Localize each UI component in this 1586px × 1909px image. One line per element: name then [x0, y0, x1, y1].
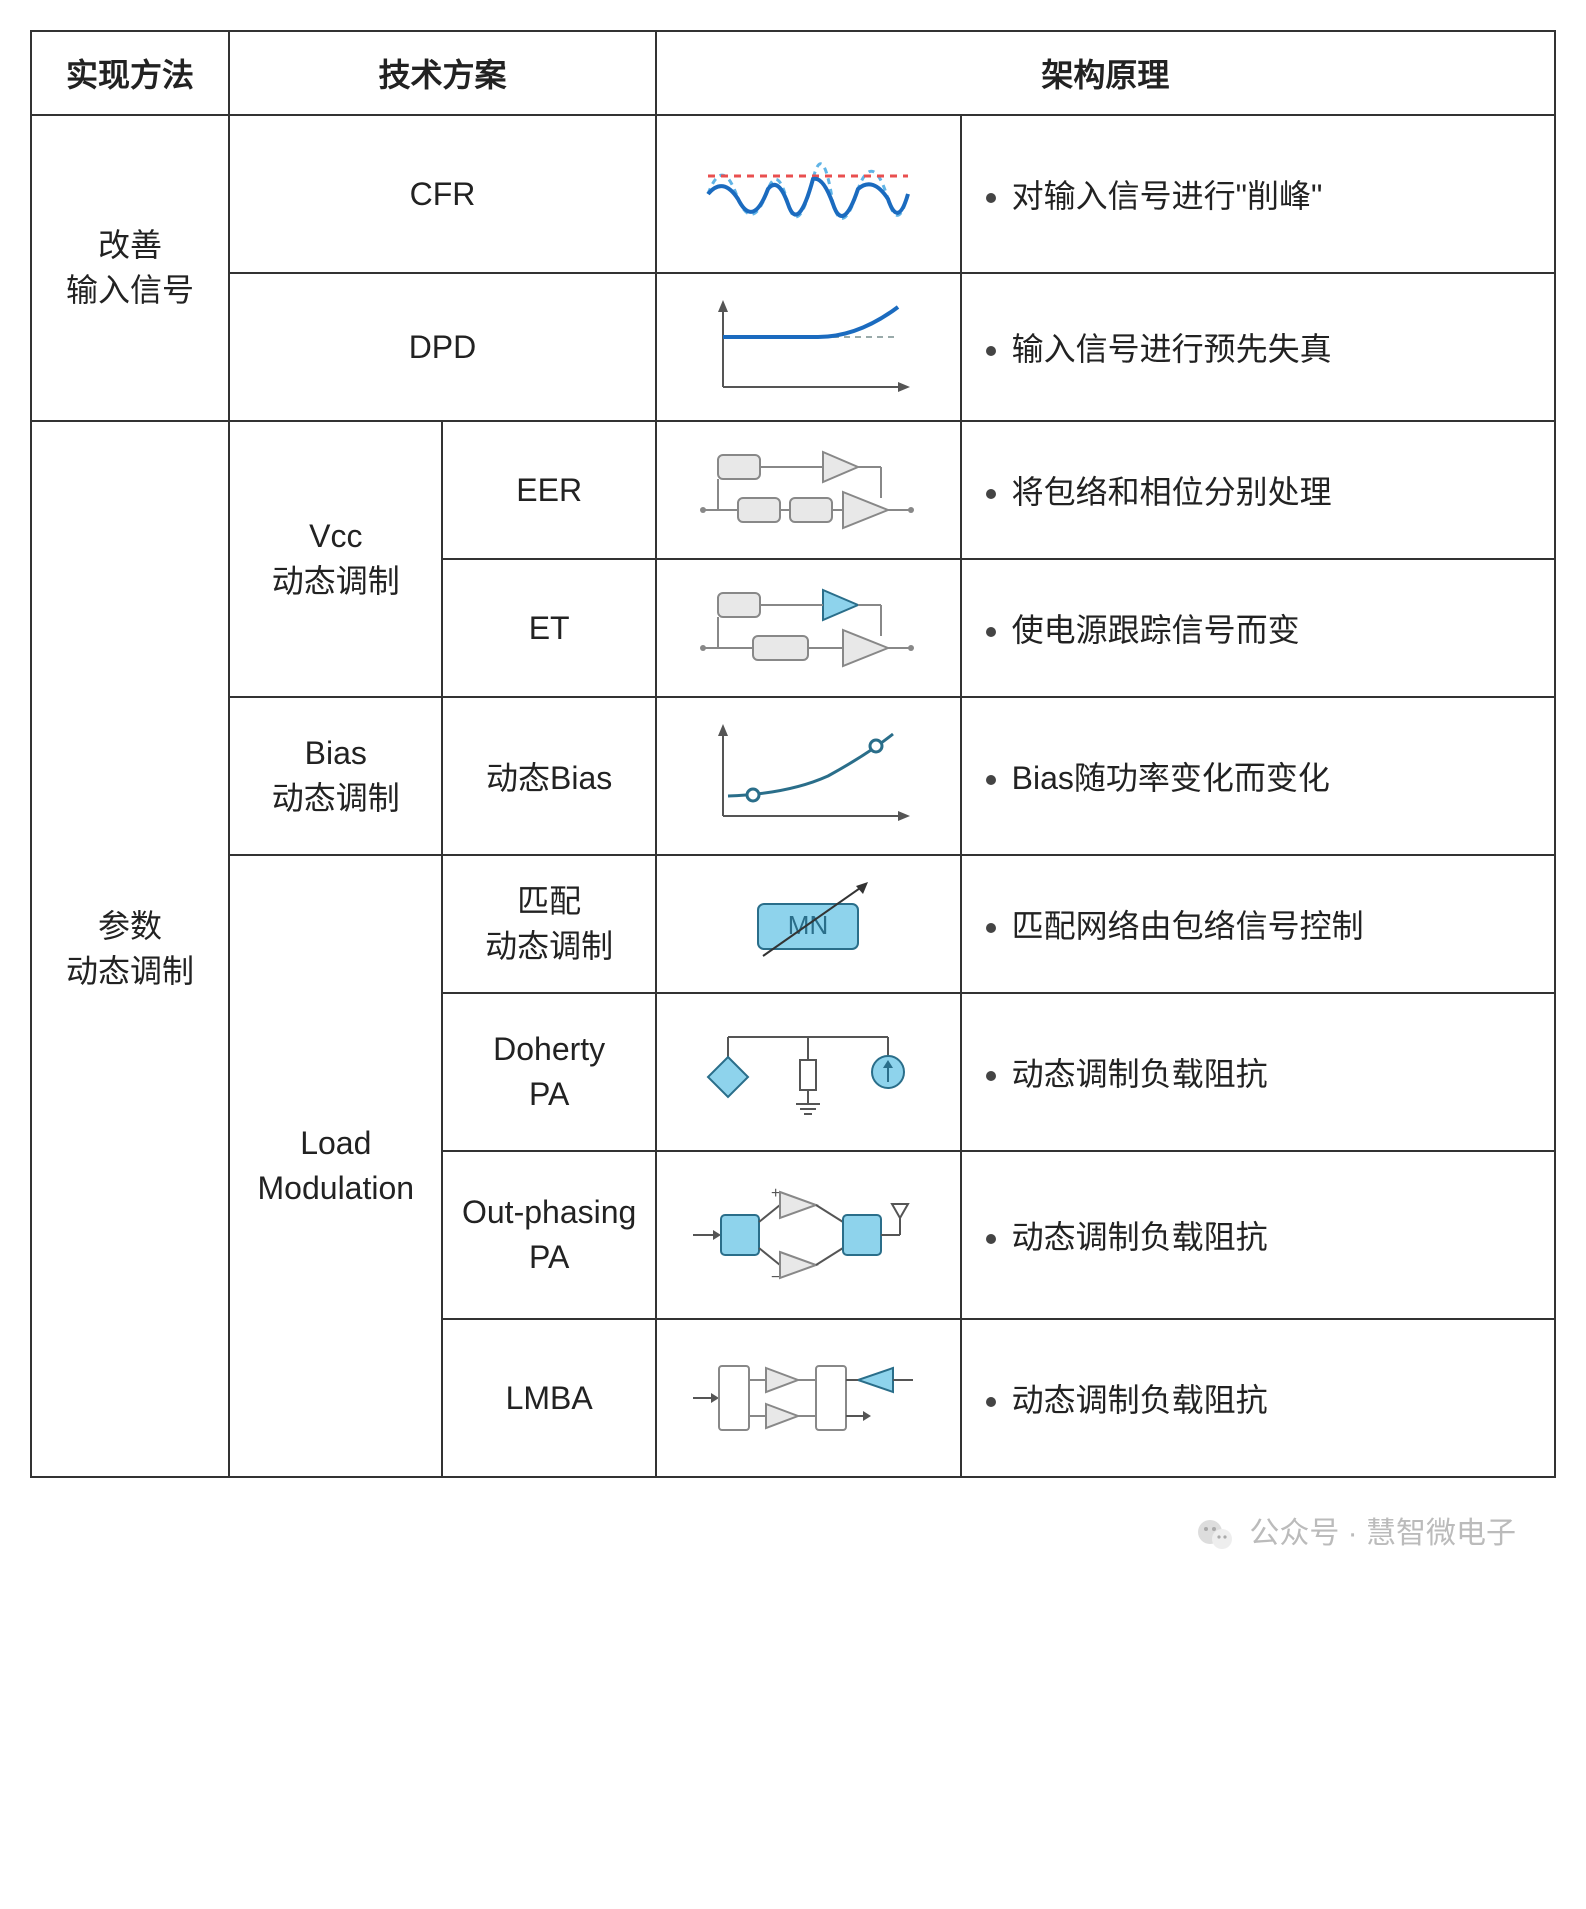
desc-outphasing: 动态调制负载阻抗 — [961, 1151, 1555, 1319]
row-eer: 参数动态调制 Vcc动态调制 EER — [31, 421, 1555, 559]
tech-dpd: DPD — [229, 273, 656, 421]
tech-dynamic-bias: 动态Bias — [442, 697, 655, 855]
row-mn: LoadModulation 匹配动态调制 MN 匹配网络由包络信号控制 — [31, 855, 1555, 993]
desc-lmba: 动态调制负载阻抗 — [961, 1319, 1555, 1477]
desc-dpd: 输入信号进行预先失真 — [961, 273, 1555, 421]
desc-cfr: 对输入信号进行"削峰" — [961, 115, 1555, 273]
diagram-lmba — [656, 1319, 961, 1477]
header-tech: 技术方案 — [229, 31, 656, 115]
tech-lmba: LMBA — [442, 1319, 655, 1477]
diagram-dpd — [656, 273, 961, 421]
footer-prefix: 公众号 · — [1249, 1517, 1366, 1550]
svg-text:+: + — [771, 1185, 780, 1202]
diagram-doherty — [656, 993, 961, 1151]
tech-outphasing: Out-phasingPA — [442, 1151, 655, 1319]
sub-vcc: Vcc动态调制 — [229, 421, 442, 697]
sub-load-mod: LoadModulation — [229, 855, 442, 1477]
footer-name: 慧智微电子 — [1366, 1517, 1516, 1550]
header-arch: 架构原理 — [656, 31, 1555, 115]
method-improve-input: 改善输入信号 — [31, 115, 229, 421]
row-bias: Bias动态调制 动态Bias Bias随功率变化而变化 — [31, 697, 1555, 855]
desc-bias: Bias随功率变化而变化 — [961, 697, 1555, 855]
diagram-eer — [656, 421, 961, 559]
diagram-bias — [656, 697, 961, 855]
header-row: 实现方法 技术方案 架构原理 — [31, 31, 1555, 115]
row-dpd: DPD 输入信号进行预先失真 — [31, 273, 1555, 421]
diagram-et — [656, 559, 961, 697]
wechat-icon — [1195, 1515, 1235, 1555]
desc-doherty: 动态调制负载阻抗 — [961, 993, 1555, 1151]
method-param-mod: 参数动态调制 — [31, 421, 229, 1477]
diagram-cfr — [656, 115, 961, 273]
tech-mn: 匹配动态调制 — [442, 855, 655, 993]
row-cfr: 改善输入信号 CFR 对输入信号进行"削峰" — [31, 115, 1555, 273]
tech-et: ET — [442, 559, 655, 697]
architecture-table: 实现方法 技术方案 架构原理 改善输入信号 CFR 对输入信号进行"削峰" — [30, 30, 1556, 1478]
diagram-mn: MN — [656, 855, 961, 993]
footer-watermark: 公众号 · 慧智微电子 — [30, 1508, 1556, 1555]
tech-doherty: DohertyPA — [442, 993, 655, 1151]
sub-bias: Bias动态调制 — [229, 697, 442, 855]
svg-text:−: − — [771, 1269, 780, 1286]
desc-mn: 匹配网络由包络信号控制 — [961, 855, 1555, 993]
diagram-outphasing: + − — [656, 1151, 961, 1319]
desc-et: 使电源跟踪信号而变 — [961, 559, 1555, 697]
tech-cfr: CFR — [229, 115, 656, 273]
tech-eer: EER — [442, 421, 655, 559]
header-method: 实现方法 — [31, 31, 229, 115]
desc-eer: 将包络和相位分别处理 — [961, 421, 1555, 559]
